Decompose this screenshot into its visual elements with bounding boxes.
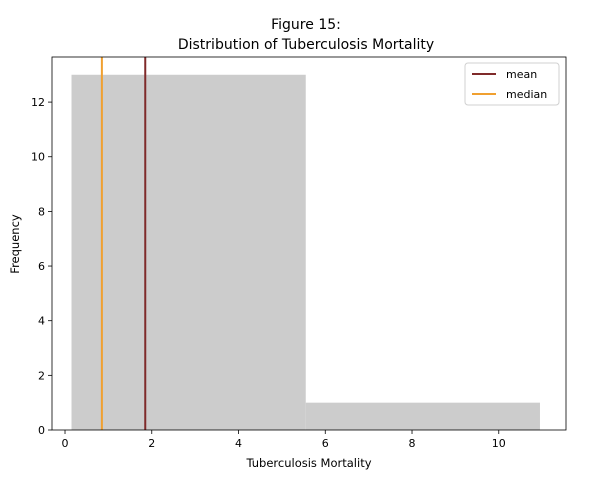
x-axis-ticks: 0 2 4 6 8 10 xyxy=(62,430,506,450)
plot-frame xyxy=(51,56,567,431)
y-tick-label: 10 xyxy=(31,151,45,164)
y-tick-label: 0 xyxy=(38,424,45,437)
legend: mean median xyxy=(464,62,560,106)
x-tick-label: 10 xyxy=(492,437,506,450)
y-axis-ticks: 0 2 4 6 8 10 12 xyxy=(31,96,52,437)
y-tick-label: 8 xyxy=(38,205,45,218)
x-tick-label: 4 xyxy=(235,437,242,450)
legend-label-median: median xyxy=(506,88,547,101)
y-axis-label: Frequency xyxy=(8,214,22,274)
x-tick-label: 8 xyxy=(409,437,416,450)
y-tick-label: 2 xyxy=(38,369,45,382)
x-tick-label: 2 xyxy=(148,437,155,450)
chart-title-line2: Distribution of Tuberculosis Mortality xyxy=(178,37,434,53)
stat-lines-layer xyxy=(100,57,147,430)
chart-title-line1: Figure 15: xyxy=(271,17,341,33)
histogram-bar-0 xyxy=(71,74,306,430)
y-tick-label: 6 xyxy=(38,260,45,273)
legend-label-mean: mean xyxy=(506,68,537,81)
bars-layer xyxy=(71,74,540,430)
x-tick-label: 0 xyxy=(62,437,69,450)
x-axis-label: Tuberculosis Mortality xyxy=(245,456,371,470)
y-tick-label: 4 xyxy=(38,315,45,328)
x-tick-label: 6 xyxy=(322,437,329,450)
y-tick-label: 12 xyxy=(31,96,45,109)
histogram-bar-1 xyxy=(305,402,540,430)
